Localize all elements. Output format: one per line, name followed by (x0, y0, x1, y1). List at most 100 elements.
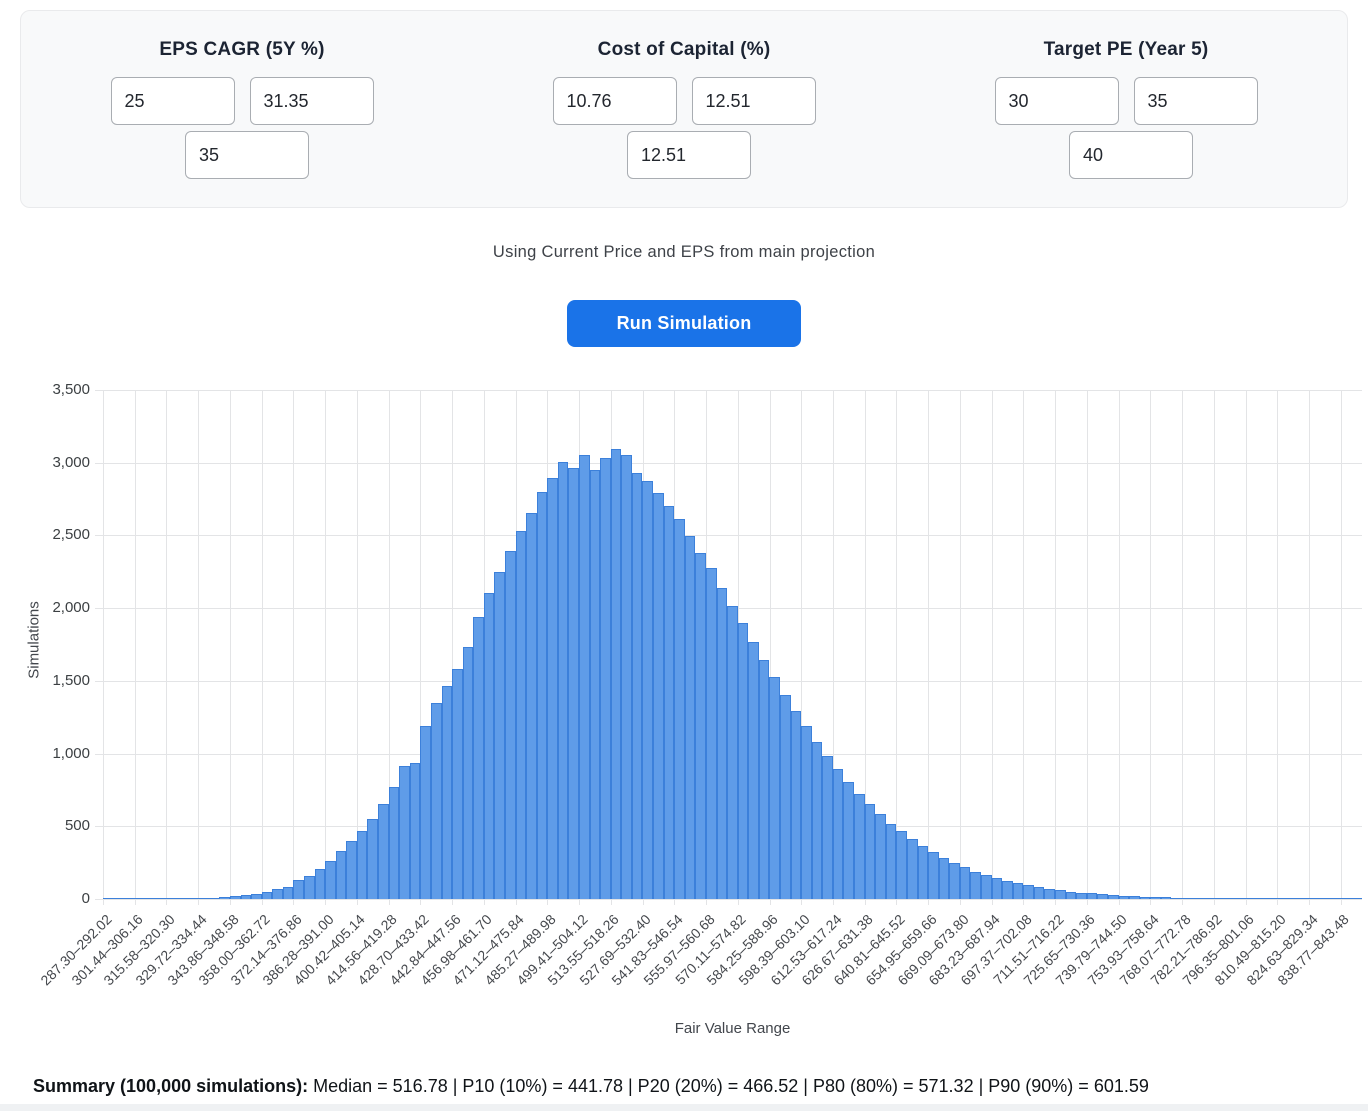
histogram-bar (325, 860, 336, 899)
histogram-bar (145, 897, 156, 899)
histogram-bar (208, 897, 220, 899)
histogram-bar (896, 831, 907, 899)
histogram-bar (631, 472, 643, 899)
histogram-bar (642, 481, 654, 899)
x-gridline (1118, 390, 1120, 905)
histogram-bar (716, 587, 728, 899)
x-gridline (1340, 390, 1342, 905)
histogram-bar (134, 897, 146, 899)
histogram-bar (1002, 880, 1013, 899)
histogram-bar (1351, 897, 1362, 899)
eps-cagr-min-input[interactable] (110, 77, 235, 125)
param-group-target-pe: Target PE (Year 5) (905, 11, 1347, 207)
y-tick-label: 1,000 (52, 744, 90, 762)
histogram-bar (885, 823, 897, 899)
x-gridline (1213, 390, 1215, 905)
histogram-bar (399, 765, 410, 899)
y-gridline (95, 535, 1362, 537)
histogram-bar (959, 867, 971, 899)
histogram-plot-area: 0 500 1,000 1,500 2,000 2,500 3,000 3,500 287.30… (37, 381, 1362, 988)
simulation-summary: Summary (100,000 simulations): Median = … (33, 1076, 1353, 1097)
simulation-parameters-card: EPS CAGR (5Y %) Cost of Capital (%) Targ… (20, 10, 1348, 208)
histogram-bar (261, 891, 273, 899)
x-gridline (959, 390, 961, 905)
histogram-bar (1033, 887, 1045, 899)
param-group-cost-of-capital: Cost of Capital (%) (463, 11, 905, 207)
histogram-bar (1192, 897, 1204, 899)
histogram-bar (473, 616, 484, 899)
x-gridline (801, 390, 803, 905)
histogram-bar (663, 506, 675, 899)
histogram-bar (1171, 897, 1182, 899)
target-pe-mid-input[interactable] (1133, 77, 1258, 125)
histogram-bar (1287, 897, 1299, 899)
histogram-bar (293, 880, 304, 899)
histogram-bar (875, 814, 886, 899)
histogram-bar (610, 449, 622, 899)
y-tick-label: 500 (64, 817, 90, 835)
x-gridline (166, 390, 168, 905)
histogram-bar (1065, 891, 1077, 899)
histogram-bar (113, 897, 125, 899)
x-gridline (928, 390, 930, 905)
histogram-bar (251, 893, 262, 899)
histogram-bar (430, 702, 442, 899)
x-gridline (356, 390, 358, 905)
y-tick-label: 2,000 (52, 599, 90, 617)
run-simulation-button[interactable]: Run Simulation (567, 300, 801, 347)
histogram-bar (970, 871, 981, 899)
histogram-bar (378, 803, 389, 899)
histogram-bar (653, 493, 664, 899)
histogram-bar (1234, 897, 1246, 899)
target-pe-max-input[interactable] (1069, 131, 1193, 179)
eps-cagr-mid-input[interactable] (249, 77, 374, 125)
histogram-bar (420, 725, 431, 899)
histogram-bar (1213, 897, 1225, 899)
histogram-bar (568, 467, 580, 899)
histogram-bar (1023, 885, 1034, 899)
histogram-bar (240, 895, 252, 899)
x-gridline (769, 390, 771, 905)
histogram-bar (737, 622, 749, 899)
target-pe-min-input[interactable] (994, 77, 1119, 125)
histogram-bar (494, 572, 505, 899)
x-gridline (896, 390, 898, 905)
param-group-eps-cagr: EPS CAGR (5Y %) (21, 11, 463, 207)
x-gridline (388, 390, 390, 905)
x-gridline (1023, 390, 1025, 905)
histogram-bar (600, 458, 611, 899)
histogram-bar (727, 605, 738, 899)
histogram-bar (991, 877, 1003, 899)
histogram-bar (452, 669, 463, 899)
x-gridline (1055, 390, 1057, 905)
histogram-bar (801, 725, 812, 899)
histogram-bar (314, 869, 326, 899)
histogram-bar (579, 455, 590, 899)
histogram-bar (1118, 895, 1130, 899)
x-gridline (198, 390, 200, 905)
cost-of-capital-mid-input[interactable] (691, 77, 816, 125)
histogram-bar (748, 642, 759, 899)
cost-of-capital-max-input[interactable] (627, 131, 751, 179)
histogram-bar (483, 592, 495, 899)
param-title-target-pe: Target PE (Year 5) (1043, 39, 1209, 60)
histogram-bar (219, 897, 230, 899)
cost-of-capital-min-input[interactable] (552, 77, 677, 125)
histogram-bar (198, 897, 209, 899)
histogram-bar (811, 741, 823, 899)
histogram-bar (949, 862, 960, 899)
histogram-bar (906, 839, 918, 899)
histogram-bar (282, 886, 294, 899)
histogram-bar (1012, 883, 1024, 899)
histogram-bar (780, 694, 791, 899)
histogram-bar (155, 897, 167, 899)
eps-cagr-max-input[interactable] (185, 131, 309, 179)
histogram-bar (1277, 897, 1288, 899)
histogram-bar (187, 897, 199, 899)
x-gridline (1150, 390, 1152, 905)
histogram-bar (1044, 889, 1056, 899)
histogram-bar (695, 552, 706, 899)
y-tick-label: 3,000 (52, 453, 90, 471)
histogram-bar (303, 876, 315, 899)
param-title-cost-of-capital: Cost of Capital (%) (597, 39, 771, 60)
